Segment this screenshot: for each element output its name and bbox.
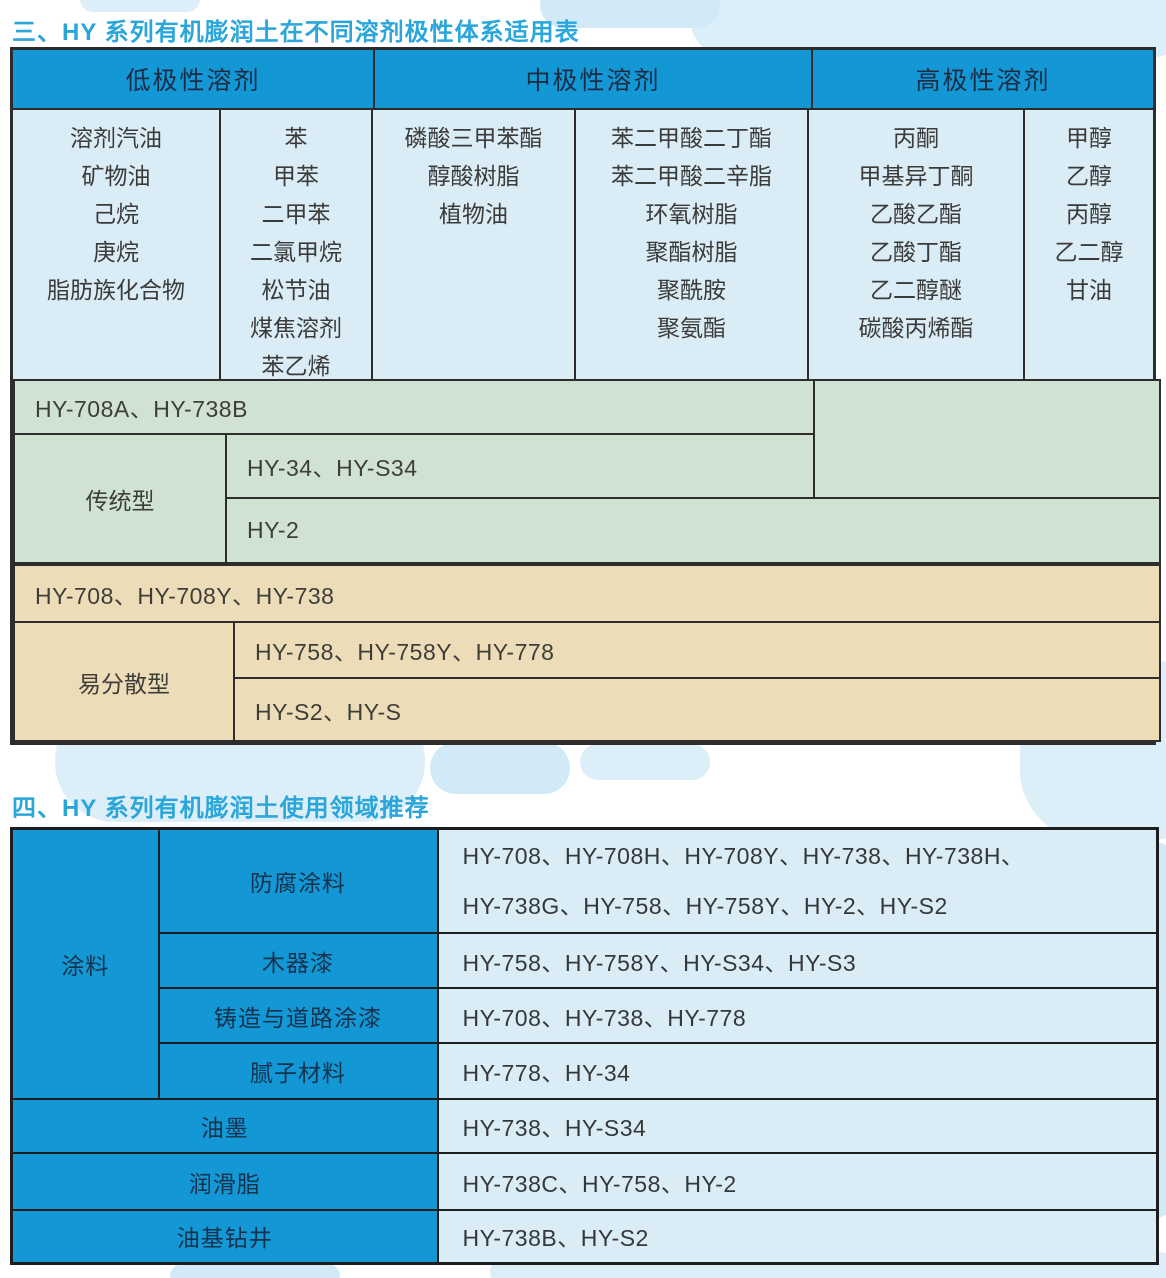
solvent-item: 苯二甲酸二辛脂 — [611, 163, 772, 189]
solvent-list-low-1: 溶剂汽油矿物油己烷庚烷脂肪族化合物 — [13, 110, 219, 379]
solvent-item: 聚酰胺 — [657, 277, 726, 303]
solvent-item: 二甲苯 — [261, 201, 331, 227]
solvent-item: 乙二醇 — [1054, 239, 1124, 265]
header-high-polarity: 高极性溶剂 — [811, 50, 1153, 108]
table-row: 腻子材料 HY-778、HY-34 — [12, 1042, 1159, 1100]
solvent-item: 甲苯 — [273, 163, 319, 189]
table-row: 润滑脂 HY-738C、HY-758、HY-2 — [10, 1152, 1159, 1211]
solvent-item: 松节油 — [261, 277, 331, 303]
solvent-item: 磷酸三甲苯酯 — [404, 125, 543, 151]
usage-products-wood-paint: HY-758、HY-758Y、HY-S34、HY-S3 — [436, 932, 1159, 989]
solvent-item: 苯 — [284, 125, 308, 151]
solvent-item: 丙醇 — [1066, 201, 1112, 227]
usage-label-putty: 腻子材料 — [157, 1042, 439, 1100]
solvent-item: 环氧树脂 — [645, 201, 738, 227]
header-low-polarity: 低极性溶剂 — [125, 67, 261, 95]
traditional-empty-cell — [813, 379, 1161, 499]
usage-products-grease: HY-738C、HY-758、HY-2 — [436, 1152, 1159, 1211]
solvent-item: 聚酯树脂 — [645, 239, 738, 265]
section3-title: 三、HY 系列有机膨润土在不同溶剂极性体系适用表 — [12, 19, 580, 46]
section4-title: 四、HY 系列有机膨润土使用领域推荐 — [12, 795, 430, 822]
solvent-item: 乙酸丁酯 — [870, 239, 962, 265]
solvent-table-header-row: 低极性溶剂 中极性溶剂 高极性溶剂 — [13, 50, 1153, 108]
usage-table: 涂料 防腐涂料 HY-708、HY-708H、HY-708Y、HY-738、HY… — [10, 827, 1159, 1265]
background-blob — [430, 742, 570, 794]
solvent-item: 丙酮 — [893, 125, 939, 151]
solvent-item: 植物油 — [439, 201, 508, 227]
usage-products-anticorrosive: HY-708、HY-708H、HY-708Y、HY-738、HY-738H、 H… — [436, 827, 1159, 934]
solvent-item: 煤焦溶剂 — [250, 315, 342, 341]
usage-products-oil-drilling: HY-738B、HY-S2 — [436, 1209, 1159, 1264]
solvent-item: 甲基异丁酮 — [858, 163, 974, 189]
table-row: 铸造与道路涂漆 HY-708、HY-738、HY-778 — [12, 987, 1159, 1044]
usage-label-ink: 油墨 — [10, 1098, 439, 1154]
solvent-item: 醇酸树脂 — [427, 163, 520, 189]
traditional-group-label: 传统型 — [13, 433, 227, 564]
usage-label-oil-drilling: 油基钻井 — [10, 1209, 439, 1264]
usage-products-ink: HY-738、HY-S34 — [436, 1098, 1159, 1154]
solvent-item: 苯二甲酸二丁酯 — [611, 125, 772, 151]
solvent-list-high-2: 甲醇乙醇丙醇乙二醇甘油 — [1023, 110, 1153, 379]
usage-label-anticorrosive: 防腐涂料 — [157, 827, 439, 934]
solvent-polarity-table: 低极性溶剂 中极性溶剂 高极性溶剂 溶剂汽油矿物油己烷庚烷脂肪族化合物 苯甲苯二… — [10, 47, 1161, 745]
products-line-2: HY-738G、HY-758、HY-758Y、HY-2、HY-S2 — [462, 893, 948, 919]
solvent-list-mid-1: 磷酸三甲苯酯 醇酸树脂植物油 — [371, 110, 574, 379]
header-mid-polarity: 中极性溶剂 — [373, 50, 811, 108]
traditional-row-c: HY-2 — [225, 497, 1161, 564]
dispersible-type-section: HY-708、HY-708Y、HY-738 易分散型 HY-758、HY-758… — [13, 564, 1161, 742]
products-line-1: HY-708、HY-708H、HY-708Y、HY-738、HY-738H、 — [462, 843, 1025, 869]
table-row: 油墨 HY-738、HY-S34 — [10, 1098, 1159, 1154]
usage-label-casting-road: 铸造与道路涂漆 — [157, 987, 439, 1044]
traditional-row-a: HY-708A、HY-738B — [13, 379, 815, 435]
solvent-item: 己烷 — [93, 201, 139, 227]
dispersible-row-f: HY-S2、HY-S — [233, 677, 1161, 742]
solvent-item: 矿物油 — [81, 163, 151, 189]
table-row: 木器漆 HY-758、HY-758Y、HY-S34、HY-S3 — [12, 932, 1159, 989]
solvent-item: 苯乙烯 — [261, 353, 331, 379]
usage-products-putty: HY-778、HY-34 — [436, 1042, 1159, 1100]
table-row: 油基钻井 HY-738B、HY-S2 — [10, 1209, 1159, 1264]
solvent-list-low-2: 苯甲苯二甲苯二氯甲烷松节油煤焦溶剂苯乙烯 — [219, 110, 371, 379]
usage-label-wood-paint: 木器漆 — [157, 932, 439, 989]
solvent-list-high-1: 丙酮甲基异丁酮乙酸乙酯乙酸丁酯乙二醇醚碳酸丙烯酯 — [807, 110, 1023, 379]
coating-group-label: 涂料 — [10, 827, 160, 1100]
solvent-item: 乙酸乙酯 — [870, 201, 962, 227]
background-blob — [80, 0, 200, 12]
solvent-item: 乙二醇醚 — [870, 277, 962, 303]
table-row: 涂料 防腐涂料 HY-708、HY-708H、HY-708Y、HY-738、HY… — [10, 827, 1159, 1100]
traditional-type-section: HY-708A、HY-738B 传统型 HY-34、HY-S34 HY-2 — [13, 379, 1161, 564]
background-blob — [580, 744, 710, 780]
usage-products-casting-road: HY-708、HY-738、HY-778 — [436, 987, 1159, 1044]
background-blob — [170, 1264, 340, 1278]
solvent-item: 庚烷 — [93, 239, 139, 265]
background-blob — [540, 0, 720, 28]
dispersible-row-e: HY-758、HY-758Y、HY-778 — [233, 621, 1161, 679]
solvent-item: 甘油 — [1066, 277, 1112, 303]
solvent-item: 溶剂汽油 — [70, 125, 162, 151]
dispersible-group-label: 易分散型 — [13, 621, 235, 742]
solvent-table-body-row: 溶剂汽油矿物油己烷庚烷脂肪族化合物 苯甲苯二甲苯二氯甲烷松节油煤焦溶剂苯乙烯 磷… — [13, 108, 1153, 379]
solvent-item: 二氯甲烷 — [250, 239, 342, 265]
solvent-item: 碳酸丙烯酯 — [858, 315, 974, 341]
solvent-item: 甲醇 — [1066, 125, 1112, 151]
solvent-item: 乙醇 — [1066, 163, 1112, 189]
dispersible-row-d: HY-708、HY-708Y、HY-738 — [13, 564, 1161, 623]
solvent-item: 脂肪族化合物 — [47, 277, 185, 303]
usage-label-grease: 润滑脂 — [10, 1152, 439, 1211]
traditional-row-b: HY-34、HY-S34 — [225, 433, 815, 499]
solvent-list-mid-2: 苯二甲酸二丁酯 苯二甲酸二辛脂 环氧树脂聚酯树脂聚酰胺聚氨酯 — [574, 110, 807, 379]
solvent-item: 聚氨酯 — [657, 315, 726, 341]
